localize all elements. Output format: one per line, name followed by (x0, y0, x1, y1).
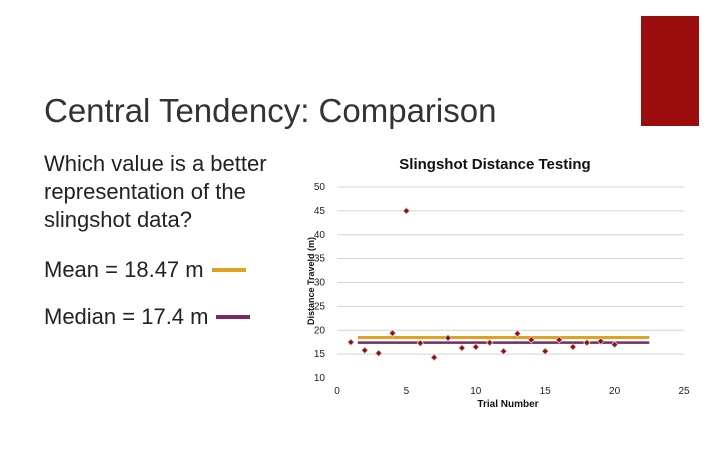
data-point-3 (374, 349, 383, 357)
data-points (347, 207, 619, 362)
x-tick-0: 0 (334, 386, 340, 397)
y-tick-40: 40 (314, 230, 326, 241)
mean-swatch (211, 268, 246, 272)
x-tick-25: 25 (678, 386, 690, 397)
data-point-4 (388, 329, 397, 337)
slide-title: Central Tendency: Comparison (44, 92, 497, 129)
data-point-2 (360, 346, 369, 355)
data-point-10 (472, 343, 480, 351)
data-point-13 (513, 329, 522, 338)
median-label: Median = 17.4 m (44, 304, 209, 329)
x-tick-10: 10 (470, 386, 482, 397)
data-point-12 (499, 347, 508, 356)
reference-lines (357, 336, 650, 344)
y-tick-45: 45 (314, 206, 326, 217)
data-point-15 (541, 347, 549, 356)
accent-block (641, 16, 699, 126)
y-tick-15: 15 (314, 349, 326, 360)
y-tick-25: 25 (314, 301, 326, 312)
question-text: Which value is a better representation o… (44, 151, 267, 232)
data-point-11 (485, 338, 494, 347)
chart-title: Slingshot Distance Testing (399, 156, 590, 173)
y-tick-50: 50 (314, 182, 326, 193)
data-point-9 (458, 344, 466, 352)
x-axis-label: Trial Number (477, 399, 538, 410)
data-point-1 (347, 338, 355, 346)
data-point-14 (527, 336, 536, 344)
x-tick-20: 20 (609, 386, 621, 397)
y-axis-label: Distance Traveld (m) (306, 237, 316, 325)
data-point-6 (416, 339, 425, 347)
median-swatch (216, 315, 251, 319)
data-point-17 (569, 343, 577, 351)
mean-label: Mean = 18.47 m (44, 257, 204, 282)
y-tick-labels: 10 15 20 25 30 35 40 45 50 (314, 182, 326, 384)
x-tick-labels: 0 5 10 15 20 25 (334, 386, 690, 397)
data-point-16 (555, 336, 563, 344)
data-point-20 (610, 340, 619, 349)
mean-stat: Mean = 18.47 m (44, 256, 246, 284)
slingshot-scatter-chart: Slingshot Distance Testing Trial Number … (306, 156, 690, 410)
data-point-7 (430, 353, 438, 362)
y-tick-35: 35 (314, 254, 326, 265)
x-tick-15: 15 (540, 386, 552, 397)
y-tick-30: 30 (314, 278, 326, 289)
y-tick-10: 10 (314, 373, 326, 384)
x-tick-5: 5 (404, 386, 410, 397)
data-point-19 (596, 337, 605, 345)
data-point-18 (583, 338, 591, 347)
median-stat: Median = 17.4 m (44, 303, 251, 331)
y-tick-20: 20 (314, 325, 326, 336)
grid-lines (337, 186, 684, 355)
data-point-5 (402, 207, 411, 215)
data-point-8 (444, 334, 452, 342)
